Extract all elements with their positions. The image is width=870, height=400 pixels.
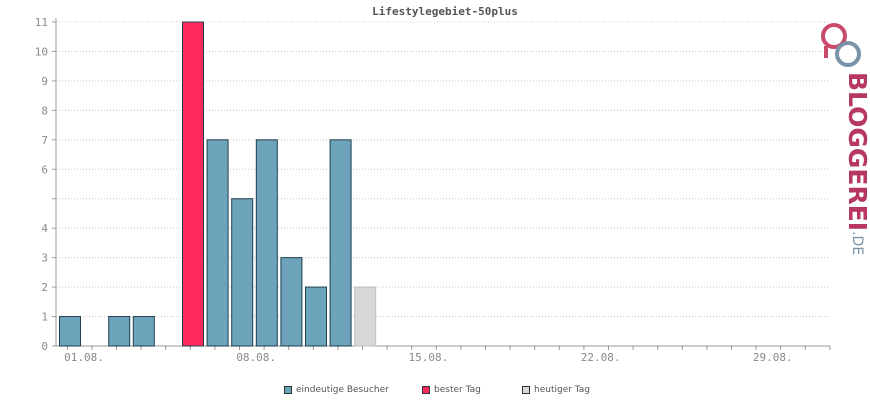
logo-text: BLOGGEREI.DE <box>843 72 870 255</box>
x-tick-label: 22.08. <box>581 351 621 364</box>
bar <box>305 286 327 347</box>
bar <box>255 139 278 347</box>
bar <box>329 139 352 347</box>
legend: eindeutige Besucher bester Tag heutiger … <box>0 385 870 399</box>
y-tick-label: 1 <box>41 311 48 324</box>
x-tick-label: 29.08. <box>753 351 793 364</box>
legend-swatch-today <box>522 386 530 394</box>
x-tick-label: 08.08. <box>236 351 276 364</box>
y-tick-label: 0 <box>41 340 48 353</box>
legend-item-today: heutiger Tag <box>522 385 590 395</box>
y-tick-label: 11 <box>35 16 48 29</box>
bar <box>280 257 303 347</box>
legend-swatch-best-day <box>422 386 430 394</box>
y-tick-label: 4 <box>41 222 48 235</box>
grid-lines <box>56 21 830 318</box>
y-tick-label: 6 <box>41 163 48 176</box>
y-tick-label: 9 <box>41 75 48 88</box>
bar <box>231 198 254 347</box>
bar-best-day <box>182 21 204 347</box>
logo-tld: .DE <box>849 231 865 256</box>
x-tick-labels: 01.08. 08.08. 15.08. 22.08. 29.08. <box>64 351 793 364</box>
y-tick-label: 7 <box>41 134 48 147</box>
legend-item-best-day: bester Tag <box>422 385 481 395</box>
x-tick-label: 15.08. <box>409 351 449 364</box>
bar-today <box>354 286 377 347</box>
legend-label-visitors: eindeutige Besucher <box>296 385 389 395</box>
y-tick-label: 10 <box>35 45 48 58</box>
legend-label-best-day: bester Tag <box>434 385 481 395</box>
y-tick-label: 3 <box>41 252 48 265</box>
bar <box>132 316 155 347</box>
legend-label-today: heutiger Tag <box>534 385 591 395</box>
bar <box>206 139 229 347</box>
bar <box>59 316 81 347</box>
x-tick-label: 01.08. <box>64 351 104 364</box>
y-tick-labels: 0 1 2 3 4 6 7 8 9 10 11 <box>35 16 49 353</box>
axes <box>52 18 831 350</box>
bar <box>108 316 131 347</box>
logo-mark <box>812 16 870 216</box>
logo-brand: BLOGGEREI <box>843 72 870 232</box>
y-tick-label: 8 <box>41 104 48 117</box>
legend-item-visitors: eindeutige Besucher <box>284 385 389 395</box>
y-tick-label: 2 <box>41 281 48 294</box>
legend-swatch-visitors <box>284 386 292 394</box>
chart-title: Lifestylegebiet-50plus <box>372 5 518 18</box>
bars <box>59 21 377 347</box>
